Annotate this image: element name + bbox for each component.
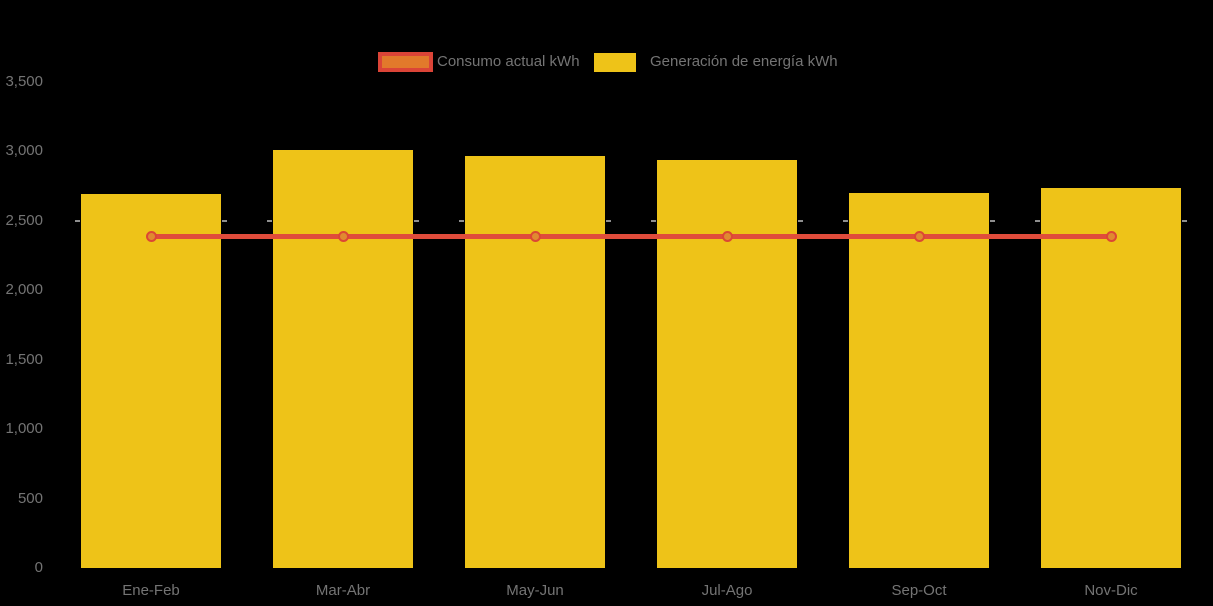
- gridline-dash: [843, 219, 848, 222]
- y-axis-tick-label: 3,000: [5, 142, 43, 160]
- x-axis-label-sep-oct: Sep-Oct: [891, 582, 947, 599]
- gridline-dash: [222, 219, 227, 222]
- gridline-dash: [267, 219, 272, 222]
- generacion-bar-swatch-icon: [594, 52, 636, 72]
- bar-jul-ago[interactable]: [657, 159, 797, 568]
- bar-may-jun[interactable]: [465, 155, 605, 568]
- gridline-dash: [1035, 219, 1040, 222]
- legend-item-consumo-actual[interactable]: Consumo actual kWh: [378, 52, 580, 72]
- consumo-actual-line: [151, 233, 1111, 239]
- bar-sep-oct[interactable]: [849, 193, 989, 568]
- y-axis-tick-label: 2,500: [5, 211, 43, 229]
- y-axis-tick-label: 500: [17, 489, 43, 507]
- y-axis-tick-label: 2,000: [5, 281, 43, 299]
- consumo-line-swatch-icon: [378, 52, 433, 72]
- gridline-dash: [798, 219, 803, 222]
- gridline-dash: [990, 219, 995, 222]
- consumo-point-nov-dic[interactable]: [1105, 230, 1117, 242]
- gridline-dash: [651, 219, 656, 222]
- consumo-point-ene-feb[interactable]: [145, 230, 157, 242]
- bar-ene-feb[interactable]: [81, 194, 221, 568]
- x-axis-label-ene-feb: Ene-Feb: [122, 582, 180, 599]
- bar-mar-abr[interactable]: [273, 150, 413, 568]
- gridline-dash: [606, 219, 611, 222]
- y-axis-tick-label: 1,000: [5, 420, 43, 438]
- legend-label-consumo: Consumo actual kWh: [437, 53, 580, 70]
- gridline-dash: [414, 219, 419, 222]
- y-axis-tick-label: 0: [34, 559, 43, 576]
- gridline-dash: [75, 219, 80, 222]
- legend-item-generacion-energia[interactable]: Generación de energía kWh: [594, 52, 838, 72]
- consumo-point-jul-ago[interactable]: [721, 230, 733, 242]
- consumo-point-may-jun[interactable]: [529, 230, 541, 242]
- consumo-point-sep-oct[interactable]: [913, 230, 925, 242]
- consumo-point-mar-abr[interactable]: [337, 230, 349, 242]
- legend-label-generacion: Generación de energía kWh: [650, 53, 838, 70]
- y-axis-tick-label: 1,500: [5, 350, 43, 368]
- x-axis-label-may-jun: May-Jun: [506, 582, 564, 599]
- gridline-dash: [1182, 219, 1187, 222]
- y-axis-tick-label: 3,500: [5, 73, 43, 90]
- gridline-dash: [459, 219, 464, 222]
- x-axis-label-mar-abr: Mar-Abr: [315, 582, 371, 599]
- bar-nov-dic[interactable]: [1041, 187, 1181, 568]
- x-axis-label-nov-dic: Nov-Dic: [1084, 582, 1138, 599]
- x-axis-label-jul-ago: Jul-Ago: [701, 582, 753, 599]
